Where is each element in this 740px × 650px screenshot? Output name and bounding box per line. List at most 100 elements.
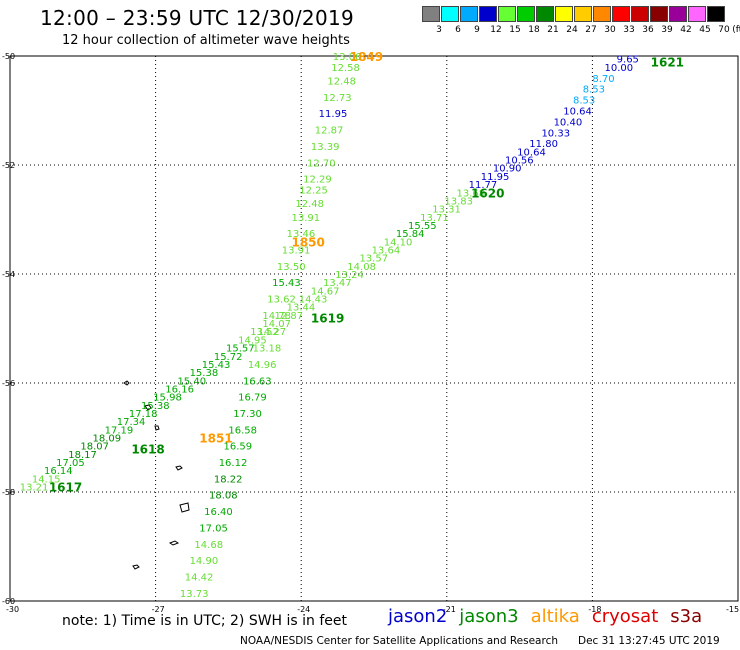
legend-swatch: [574, 6, 592, 22]
wave-height-value: 11.95: [319, 109, 348, 120]
wave-height-value: 11.77: [469, 180, 498, 191]
island-outline: [144, 404, 152, 411]
wave-height-value: 13.62: [267, 295, 296, 306]
wave-height-value: 13.71: [420, 213, 449, 224]
wave-height-value: 12.70: [307, 158, 336, 169]
wave-height-value: 13.91: [282, 245, 311, 256]
legend-swatch: [536, 6, 554, 22]
wave-height-value: 17.30: [233, 409, 262, 420]
wave-height-value: 15.98: [153, 393, 182, 404]
wave-height-value: 16.63: [243, 376, 272, 387]
footnote: note: 1) Time is in UTC; 2) SWH is in fe…: [62, 613, 348, 629]
lon-tick-label: -15: [726, 605, 739, 614]
wave-height-value: 15.57: [226, 344, 255, 355]
legend-swatch: [460, 6, 478, 22]
wave-height-value: 14.15: [32, 474, 61, 485]
wave-height-value: 8.53: [573, 96, 595, 107]
wave-height-value: 16.14: [44, 466, 73, 477]
legend-label: 24: [566, 25, 578, 35]
lat-tick-label: -50: [2, 52, 15, 61]
legend-label: 12: [490, 25, 502, 35]
legend-swatch: [612, 6, 630, 22]
legend-swatch: [555, 6, 573, 22]
wave-height-value: 18.17: [68, 450, 97, 461]
wave-height-value: 14.95: [238, 335, 267, 346]
wave-height-value: 13.91: [291, 213, 320, 224]
legend-label: 9: [474, 25, 480, 35]
lat-tick-label: -56: [2, 379, 15, 388]
wave-height-value: 14.10: [384, 237, 413, 248]
legend-label: 18: [528, 25, 540, 35]
pass-number-label: 1620: [471, 186, 504, 200]
legend-label: 30: [604, 25, 616, 35]
lat-tick-label: -52: [2, 161, 15, 170]
island-outline: [175, 465, 183, 471]
pass-number-label: 1850: [291, 235, 324, 249]
wave-height-value: 15.55: [408, 221, 437, 232]
credit-line: NOAA/NESDIS Center for Satellite Applica…: [240, 635, 558, 647]
wave-height-value: 13.52: [250, 327, 279, 338]
wave-height-value: 14.67: [311, 286, 340, 297]
wave-height-value: 16.59: [224, 442, 253, 453]
wave-height-value: 15.43: [272, 278, 301, 289]
wave-height-value: 13.64: [372, 245, 401, 256]
wave-height-value: 17.34: [117, 417, 146, 428]
island-outline: [123, 380, 130, 386]
legend-swatch: [688, 6, 706, 22]
wave-height-value: 18.22: [214, 474, 243, 485]
island-outline: [168, 540, 180, 546]
wave-height-value: 10.64: [563, 107, 592, 118]
wave-height-value: 14.42: [185, 572, 214, 583]
wave-height-value: 13.47: [323, 278, 352, 289]
wave-height-value: 12.29: [303, 175, 332, 186]
wave-height-value: 13.21: [20, 483, 49, 494]
lon-tick-label: -21: [443, 605, 456, 614]
legend-swatch: [707, 6, 725, 22]
legend-swatch: [498, 6, 516, 22]
wave-height-value: 12.48: [295, 199, 324, 210]
satellite-key: jason2 jason3 altika cryosat s3a: [388, 606, 714, 627]
legend-label: 3: [436, 25, 442, 35]
legend-label: 45: [699, 25, 711, 35]
satellite-name: s3a: [670, 606, 703, 627]
wave-height-value: 12.25: [299, 186, 328, 197]
legend-label: 42: [680, 25, 692, 35]
legend-swatch: [441, 6, 459, 22]
wave-height-value: 10.90: [493, 164, 522, 175]
lon-tick-label: -30: [6, 605, 19, 614]
map-frame: [9, 55, 739, 602]
wave-height-value: 15.43: [202, 360, 231, 371]
wave-height-value: 10.33: [541, 128, 570, 139]
wave-height-value: 16.79: [238, 393, 267, 404]
map-title: 12:00 – 23:59 UTC 12/30/2019: [40, 6, 355, 30]
island-outline: [179, 502, 190, 513]
wave-height-value: 12.73: [323, 93, 352, 104]
wave-height-value: 12.87: [275, 311, 304, 322]
wave-height-value: 14.07: [262, 319, 291, 330]
legend-label: 27: [585, 25, 597, 35]
pass-number-label: 1851: [199, 432, 232, 446]
wave-height-value: 15.84: [396, 229, 425, 240]
wave-height-value: 10.56: [505, 156, 534, 167]
wave-height-value: 13.31: [432, 205, 461, 216]
wave-height-value: 8.53: [583, 85, 605, 96]
wave-height-value: 13.57: [359, 254, 388, 265]
wave-height-value: 14.96: [248, 360, 277, 371]
legend-swatch: [593, 6, 611, 22]
satellite-name: cryosat: [591, 606, 659, 627]
legend-swatch: [422, 6, 440, 22]
lon-tick-label: -27: [152, 605, 165, 614]
islands: [123, 380, 190, 570]
wave-height-value: 12.58: [331, 63, 360, 74]
wave-height-value: 16.40: [204, 507, 233, 518]
island-outline: [132, 564, 140, 570]
lat-tick-label: -60: [2, 597, 15, 606]
wave-height-value: 13.44: [287, 303, 316, 314]
wave-height-value: 15.38: [190, 368, 219, 379]
wave-height-value: 14.68: [194, 540, 223, 551]
wave-height-value: 17.05: [199, 523, 228, 534]
wave-height-value: 13.68: [457, 188, 486, 199]
wave-height-value: 15.72: [214, 352, 243, 363]
